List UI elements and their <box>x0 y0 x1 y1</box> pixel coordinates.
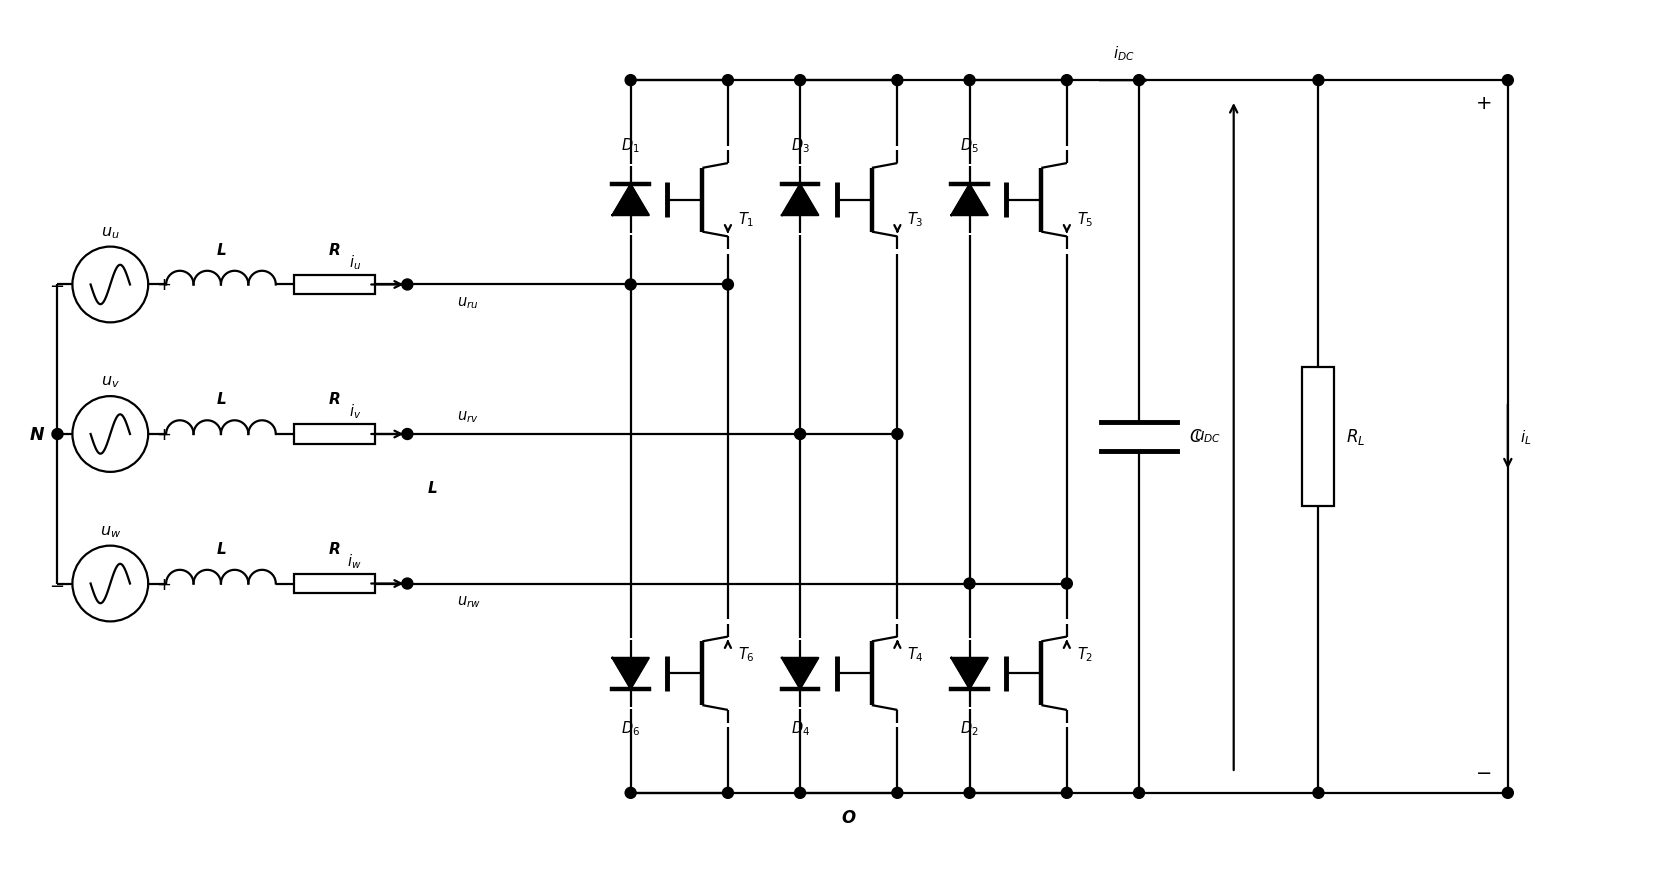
Text: $D_6$: $D_6$ <box>621 719 640 738</box>
Text: $D_1$: $D_1$ <box>621 136 640 156</box>
Text: $T_3$: $T_3$ <box>908 210 925 229</box>
Polygon shape <box>782 185 819 216</box>
Text: $\boldsymbol{O}$: $\boldsymbol{O}$ <box>842 808 857 826</box>
Text: $\boldsymbol{u_{rw}}$: $\boldsymbol{u_{rw}}$ <box>457 594 481 609</box>
Text: $\boldsymbol{N}$: $\boldsymbol{N}$ <box>30 426 45 443</box>
Text: $D_2$: $D_2$ <box>959 719 979 738</box>
Text: $\boldsymbol{u_{u}}$: $\boldsymbol{u_{u}}$ <box>101 225 119 241</box>
Text: $T_4$: $T_4$ <box>908 645 925 664</box>
Text: $\boldsymbol{i_{v}}$: $\boldsymbol{i_{v}}$ <box>350 401 361 421</box>
Text: $\boldsymbol{L}$: $\boldsymbol{L}$ <box>428 480 437 495</box>
Polygon shape <box>613 185 650 216</box>
Polygon shape <box>613 658 650 689</box>
Circle shape <box>1503 787 1513 799</box>
Circle shape <box>403 429 413 440</box>
Circle shape <box>891 429 903 440</box>
Text: $\boldsymbol{u_{rv}}$: $\boldsymbol{u_{rv}}$ <box>457 408 479 425</box>
Circle shape <box>625 787 636 799</box>
Circle shape <box>51 429 63 440</box>
Circle shape <box>891 76 903 87</box>
Bar <box>1302 368 1334 507</box>
Text: $+$: $+$ <box>156 276 171 294</box>
Text: $\boldsymbol{u_{v}}$: $\boldsymbol{u_{v}}$ <box>101 374 119 389</box>
Text: $\boldsymbol{i_{u}}$: $\boldsymbol{i_{u}}$ <box>350 253 361 271</box>
Circle shape <box>964 76 974 87</box>
Text: $T_2$: $T_2$ <box>1077 645 1094 664</box>
Circle shape <box>1312 76 1324 87</box>
Bar <box>293 425 376 444</box>
Text: $-$: $-$ <box>50 276 65 294</box>
Polygon shape <box>951 658 988 689</box>
Circle shape <box>1133 76 1145 87</box>
Polygon shape <box>951 185 988 216</box>
Text: $\boldsymbol{u_{w}}$: $\boldsymbol{u_{w}}$ <box>99 523 121 539</box>
Text: $-$: $-$ <box>50 575 65 593</box>
Circle shape <box>722 280 734 290</box>
Text: $u_{DC}$: $u_{DC}$ <box>1195 429 1221 445</box>
Text: $\boldsymbol{R}$: $\boldsymbol{R}$ <box>328 391 341 407</box>
Polygon shape <box>782 658 819 689</box>
Circle shape <box>1312 787 1324 799</box>
Bar <box>293 275 376 295</box>
Text: $\boldsymbol{L}$: $\boldsymbol{L}$ <box>215 242 227 257</box>
Text: $i_L$: $i_L$ <box>1519 428 1531 447</box>
Text: $+$: $+$ <box>156 575 171 593</box>
Circle shape <box>403 579 413 589</box>
Circle shape <box>1062 787 1072 799</box>
Text: $T_6$: $T_6$ <box>737 645 754 664</box>
Text: $\boldsymbol{L}$: $\boldsymbol{L}$ <box>215 391 227 407</box>
Text: $\boldsymbol{R}$: $\boldsymbol{R}$ <box>328 540 341 556</box>
Circle shape <box>722 787 734 799</box>
Text: $+$: $+$ <box>156 426 171 443</box>
Circle shape <box>1062 76 1072 87</box>
Circle shape <box>1062 579 1072 589</box>
Text: $D_3$: $D_3$ <box>790 136 810 156</box>
Text: $+$: $+$ <box>1475 94 1491 112</box>
Circle shape <box>625 76 636 87</box>
Text: $-$: $-$ <box>50 426 65 443</box>
Circle shape <box>795 429 805 440</box>
Text: $\boldsymbol{i_{w}}$: $\boldsymbol{i_{w}}$ <box>346 551 361 570</box>
Circle shape <box>964 579 974 589</box>
Circle shape <box>964 787 974 799</box>
Text: $i_{DC}$: $i_{DC}$ <box>1114 44 1135 63</box>
Circle shape <box>1133 787 1145 799</box>
Circle shape <box>795 76 805 87</box>
Circle shape <box>891 787 903 799</box>
Circle shape <box>722 76 734 87</box>
Text: $D_4$: $D_4$ <box>790 719 810 738</box>
Circle shape <box>795 787 805 799</box>
Text: $\boldsymbol{L}$: $\boldsymbol{L}$ <box>215 540 227 556</box>
Text: $R_L$: $R_L$ <box>1347 427 1365 447</box>
Text: $-$: $-$ <box>1475 761 1491 780</box>
Text: $C$: $C$ <box>1188 428 1203 446</box>
Text: $\boldsymbol{R}$: $\boldsymbol{R}$ <box>328 242 341 257</box>
Text: $D_5$: $D_5$ <box>959 136 979 156</box>
Bar <box>293 574 376 594</box>
Text: $\boldsymbol{u_{ru}}$: $\boldsymbol{u_{ru}}$ <box>457 295 479 311</box>
Circle shape <box>1503 76 1513 87</box>
Text: $T_5$: $T_5$ <box>1077 210 1094 229</box>
Circle shape <box>403 280 413 290</box>
Circle shape <box>625 280 636 290</box>
Text: $T_1$: $T_1$ <box>737 210 754 229</box>
